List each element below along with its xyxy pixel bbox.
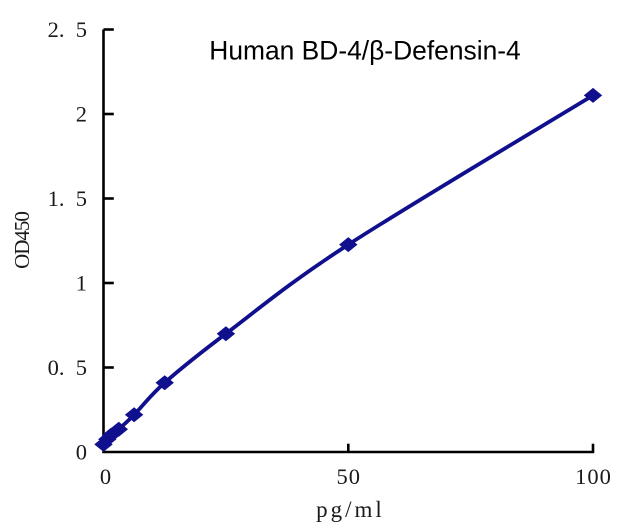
svg-text:1: 1 (76, 270, 87, 295)
svg-text:2. 5: 2. 5 (48, 17, 87, 42)
svg-text:pg/ml: pg/ml (316, 497, 385, 522)
svg-text:50: 50 (337, 464, 362, 489)
svg-text:0: 0 (100, 464, 111, 489)
svg-text:0. 5: 0. 5 (48, 355, 87, 380)
svg-text:100: 100 (575, 464, 612, 489)
svg-text:OD450: OD450 (10, 212, 34, 269)
svg-text:1. 5: 1. 5 (48, 186, 87, 211)
svg-text:Human BD-4/β-Defensin-4: Human BD-4/β-Defensin-4 (209, 36, 520, 66)
svg-text:2: 2 (76, 101, 87, 126)
svg-text:0: 0 (76, 439, 87, 464)
